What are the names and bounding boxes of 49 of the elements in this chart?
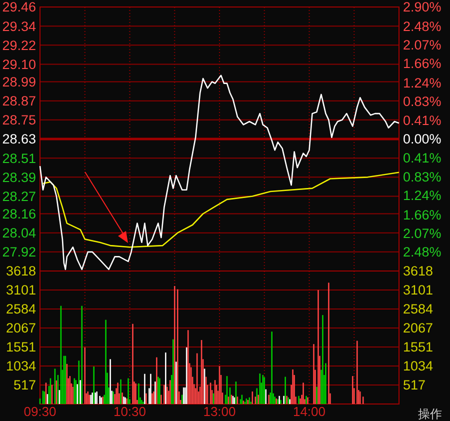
y-tick-label: 2584 — [6, 302, 36, 317]
y2-tick-label: 1.66% — [403, 207, 442, 222]
x-tick-label: 10:30 — [113, 404, 146, 419]
x-tick-label: 14:00 — [292, 404, 326, 419]
y-tick-label: 29.22 — [2, 38, 36, 53]
y-tick-label: 28.63 — [2, 132, 36, 147]
y2-tick-label: 1551 — [403, 340, 434, 355]
y2-tick-label: 0.83% — [403, 94, 442, 109]
y-tick-label: 28.04 — [2, 226, 36, 241]
y-tick-label: 29.46 — [2, 0, 36, 15]
line-series — [39, 74, 400, 270]
y2-tick-label: 2584 — [403, 302, 434, 317]
y2-tick-label: 2.07% — [403, 38, 442, 53]
y2-tick-label: 1.24% — [403, 188, 442, 204]
text: 操作 — [418, 407, 442, 421]
y-tick-label: 3101 — [6, 282, 36, 298]
y2-tick-label: 3101 — [403, 282, 434, 298]
y2-tick-label: 2.48% — [403, 244, 442, 260]
y2-tick-label: 0.00% — [403, 132, 442, 147]
y2-tick-label: 2067 — [403, 320, 434, 336]
y-tick-label: 2067 — [6, 320, 36, 336]
y2-tick-label: 2.48% — [403, 18, 442, 34]
y-tick-label: 28.39 — [2, 170, 36, 185]
y2-tick-label: 0.41% — [403, 150, 442, 166]
x-tick-label: 09:30 — [24, 404, 56, 419]
y-tick-label: 1034 — [6, 358, 36, 374]
line-series — [42, 172, 400, 248]
y-tick-label: 28.75 — [2, 112, 36, 128]
y2-tick-label: 517 — [403, 378, 426, 393]
y-tick-label: 29.10 — [2, 56, 36, 72]
y-tick-label: 27.92 — [2, 244, 36, 260]
y2-tick-label: 3618 — [403, 264, 434, 279]
y2-tick-label: 1.66% — [403, 56, 442, 72]
x-tick-label: 13:00 — [203, 404, 236, 419]
y2-tick-label: 0.41% — [403, 113, 442, 128]
y2-tick-label: 1034 — [403, 358, 434, 374]
y-tick-label: 517 — [13, 378, 36, 393]
y2-tick-label: 1.24% — [403, 75, 442, 90]
y-tick-label: 28.27 — [2, 188, 36, 204]
y-tick-label: 28.16 — [2, 206, 36, 222]
y-tick-label: 29.34 — [2, 18, 36, 34]
y2-tick-label: 2.07% — [403, 226, 442, 241]
y-tick-label: 28.87 — [2, 94, 36, 109]
y2-tick-label: 2.90% — [403, 0, 442, 15]
y-tick-label: 3618 — [6, 264, 36, 279]
y-tick-label: 28.99 — [2, 74, 36, 90]
y-tick-label: 1551 — [6, 340, 36, 355]
y2-tick-label: 0.83% — [403, 170, 442, 185]
y-tick-label: 28.51 — [2, 150, 36, 166]
